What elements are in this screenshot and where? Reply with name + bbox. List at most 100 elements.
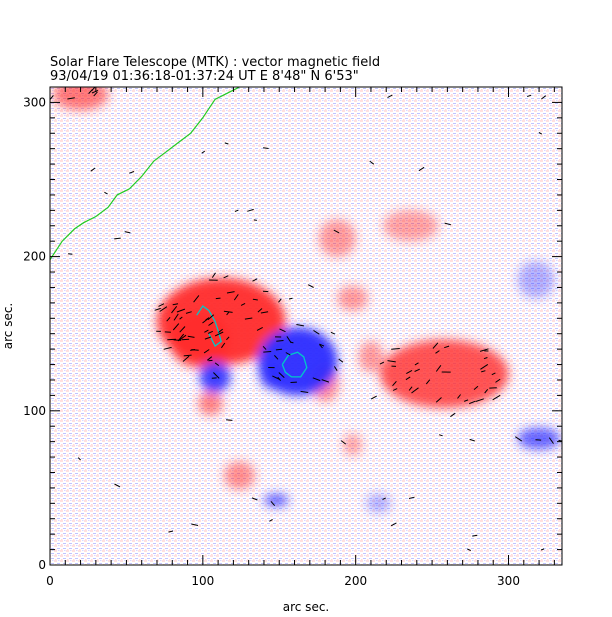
field-vector bbox=[483, 357, 488, 360]
field-vector bbox=[213, 372, 220, 379]
field-vector bbox=[233, 294, 239, 301]
field-vector bbox=[262, 345, 267, 350]
field-vector bbox=[277, 376, 281, 382]
field-vector bbox=[223, 310, 233, 313]
field-vector bbox=[548, 437, 554, 444]
field-vector bbox=[129, 171, 135, 174]
y-tick-label: 100 bbox=[23, 404, 46, 418]
x-tick-label: 100 bbox=[191, 574, 214, 588]
field-vector bbox=[223, 275, 229, 279]
field-vector bbox=[263, 147, 269, 149]
field-vector bbox=[276, 340, 284, 342]
field-vector bbox=[405, 376, 411, 381]
field-region-negative bbox=[199, 361, 231, 393]
field-region-negative bbox=[366, 494, 391, 513]
field-vector bbox=[382, 497, 386, 501]
field-vector bbox=[435, 350, 440, 354]
field-vector bbox=[387, 94, 393, 99]
neutral-line bbox=[196, 305, 222, 347]
field-vector bbox=[313, 329, 320, 335]
field-vector bbox=[91, 89, 99, 94]
field-vector bbox=[270, 501, 276, 507]
field-vector bbox=[467, 548, 472, 552]
field-vector bbox=[218, 328, 224, 333]
field-vector bbox=[173, 313, 179, 321]
field-vector bbox=[220, 342, 226, 349]
field-vector bbox=[91, 87, 96, 92]
field-vector bbox=[104, 191, 108, 195]
field-vector bbox=[472, 534, 478, 537]
field-vector bbox=[435, 397, 442, 403]
field-vector bbox=[67, 97, 75, 100]
field-vector bbox=[252, 298, 258, 301]
field-vector bbox=[484, 388, 489, 394]
field-vector bbox=[444, 345, 450, 349]
field-vector bbox=[321, 379, 330, 383]
field-vector bbox=[286, 336, 292, 343]
field-vector bbox=[307, 284, 314, 288]
field-vector bbox=[379, 361, 385, 365]
field-vector bbox=[114, 237, 121, 240]
field-vector bbox=[158, 303, 165, 307]
field-vector bbox=[538, 132, 543, 135]
field-vector bbox=[263, 351, 272, 353]
field-vector bbox=[312, 377, 321, 382]
field-vector bbox=[68, 253, 73, 255]
field-vector bbox=[444, 222, 452, 226]
field-vector bbox=[206, 356, 213, 361]
field-vector bbox=[77, 457, 81, 461]
field-vector bbox=[181, 338, 190, 341]
field-vector bbox=[435, 365, 442, 372]
field-vector bbox=[408, 386, 413, 391]
field-vector bbox=[527, 94, 532, 97]
field-vector bbox=[340, 440, 347, 445]
field-vector bbox=[240, 302, 246, 306]
field-vector bbox=[418, 166, 425, 172]
field-region-positive bbox=[380, 339, 509, 408]
field-region-positive bbox=[198, 390, 223, 416]
x-axis-label: arc sec. bbox=[283, 600, 329, 614]
field-vector bbox=[457, 394, 461, 399]
field-region-negative bbox=[517, 261, 555, 299]
field-vector bbox=[207, 330, 214, 334]
field-vector bbox=[333, 366, 338, 371]
y-tick-label: 300 bbox=[23, 95, 46, 109]
field-vector bbox=[226, 291, 235, 294]
field-vector bbox=[226, 336, 230, 341]
field-vector bbox=[414, 368, 420, 372]
field-vector bbox=[392, 380, 397, 387]
field-vector bbox=[172, 303, 179, 306]
field-vector bbox=[251, 497, 258, 501]
field-vector bbox=[214, 362, 220, 367]
field-region-positive bbox=[318, 219, 356, 257]
chart-subtitle: 93/04/19 01:36:18-01:37:24 UT E 8'48" N … bbox=[50, 69, 359, 84]
field-vector bbox=[90, 167, 96, 172]
field-region-positive bbox=[358, 341, 384, 373]
field-vector bbox=[481, 370, 486, 373]
neutral-line bbox=[281, 351, 308, 378]
field-vector bbox=[387, 360, 396, 363]
field-vector bbox=[406, 369, 413, 375]
field-vector bbox=[392, 388, 398, 391]
field-vector bbox=[288, 297, 293, 300]
field-vector bbox=[541, 95, 547, 100]
field-vector bbox=[172, 323, 180, 331]
field-vector bbox=[191, 523, 199, 526]
field-vector bbox=[369, 160, 375, 165]
field-vector bbox=[480, 363, 489, 370]
plot-frame bbox=[49, 86, 563, 566]
field-vector bbox=[515, 436, 523, 442]
x-tick-label: 300 bbox=[497, 574, 520, 588]
field-vector bbox=[469, 400, 476, 405]
field-vector bbox=[190, 349, 196, 351]
field-vector bbox=[253, 219, 257, 221]
field-region-positive bbox=[53, 87, 109, 111]
chart-title: Solar Flare Telescope (MTK) : vector mag… bbox=[50, 55, 380, 70]
field-vector bbox=[201, 150, 206, 154]
field-vector bbox=[93, 91, 98, 97]
field-vector bbox=[260, 311, 269, 314]
field-vector bbox=[211, 272, 216, 278]
field-vector bbox=[391, 348, 400, 350]
field-vector bbox=[300, 390, 309, 393]
